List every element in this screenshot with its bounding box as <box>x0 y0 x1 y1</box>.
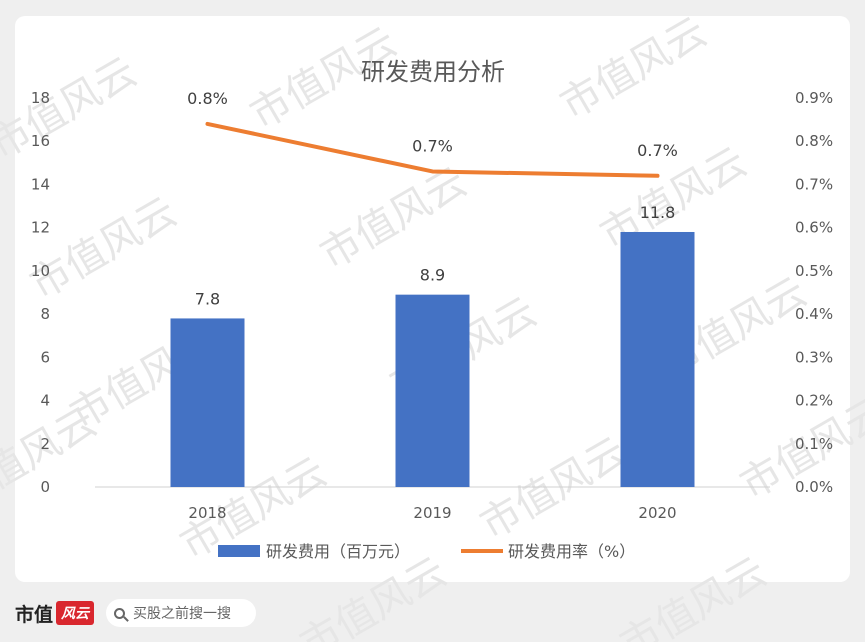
y-left-axis: 0 2 4 6 8 10 12 14 16 18 <box>31 89 50 496</box>
y-right-tick-label: 0.4% <box>795 305 833 323</box>
search-placeholder: 买股之前搜一搜 <box>133 606 232 622</box>
y-right-tick-label: 0.1% <box>795 435 833 453</box>
x-axis: 2018 2019 2020 <box>188 504 676 522</box>
y-left-tick-label: 14 <box>31 175 50 193</box>
legend-label-line: 研发费用率（%） <box>508 542 635 561</box>
watermark-text: 市值风云 <box>0 49 144 169</box>
line-series <box>205 121 660 178</box>
bar <box>395 294 470 487</box>
y-left-tick-label: 10 <box>31 262 50 280</box>
x-tick-label: 2019 <box>413 504 451 522</box>
y-left-tick-label: 6 <box>40 348 50 366</box>
line-data-label: 0.8% <box>187 89 228 108</box>
y-right-tick-label: 0.7% <box>795 175 833 193</box>
search-icon <box>114 607 126 619</box>
legend-swatch-bar <box>218 545 260 557</box>
watermark-text: 市值风云 <box>473 429 635 549</box>
line-data-label: 0.7% <box>637 141 678 160</box>
brand-badge: 风云 <box>56 601 95 625</box>
y-right-tick-label: 0.0% <box>795 478 833 496</box>
bar-data-label: 7.8 <box>195 289 220 308</box>
y-right-tick-label: 0.6% <box>795 219 833 237</box>
legend-label-bar: 研发费用（百万元） <box>266 542 410 561</box>
y-right-tick-label: 0.3% <box>795 348 833 366</box>
y-left-tick-label: 16 <box>31 132 50 150</box>
bar <box>170 318 245 487</box>
watermark-text: 市值风云 <box>553 9 715 129</box>
y-left-tick-label: 8 <box>40 305 50 323</box>
x-tick-label: 2020 <box>638 504 676 522</box>
bar-series <box>170 231 695 487</box>
watermark-text: 市值风云 <box>293 549 455 642</box>
y-right-tick-label: 0.8% <box>795 132 833 150</box>
search-input[interactable]: 买股之前搜一搜 <box>106 599 257 627</box>
y-right-tick-label: 0.5% <box>795 262 833 280</box>
watermark-text: 市值风云 <box>23 189 185 309</box>
bar-data-label: 11.8 <box>640 203 676 222</box>
bar <box>620 231 695 487</box>
y-left-tick-label: 0 <box>40 478 50 496</box>
series-line <box>205 121 660 178</box>
y-left-tick-label: 4 <box>40 392 50 410</box>
line-data-label: 0.7% <box>412 136 453 155</box>
line-data-labels: 0.8% 0.7% 0.7% <box>187 89 678 160</box>
y-left-tick-label: 18 <box>31 89 50 107</box>
bar-data-label: 8.9 <box>420 266 445 285</box>
watermark-text: 市值风云 <box>313 159 475 279</box>
watermark-text: 市值风云 <box>613 549 775 642</box>
y-right-tick-label: 0.2% <box>795 392 833 410</box>
watermark-text: 市值风云 <box>0 399 104 519</box>
y-left-tick-label: 2 <box>40 435 50 453</box>
brand-text: 市值 <box>15 603 54 626</box>
y-right-tick-label: 0.9% <box>795 89 833 107</box>
bar-data-labels: 7.8 8.9 11.8 <box>195 203 676 308</box>
y-right-axis: 0.0% 0.1% 0.2% 0.3% 0.4% 0.5% 0.6% 0.7% 0.8% 0.9% <box>795 89 833 496</box>
legend: 研发费用（百万元） 研发费用率（%） <box>218 542 635 561</box>
footer-bar: 市值 风云 买股之前搜一搜 <box>15 598 257 628</box>
chart-title: 研发费用分析 <box>361 58 505 86</box>
y-left-tick-label: 12 <box>31 219 50 237</box>
x-tick-label: 2018 <box>188 504 226 522</box>
brand-logo: 市值 风云 <box>15 600 95 627</box>
